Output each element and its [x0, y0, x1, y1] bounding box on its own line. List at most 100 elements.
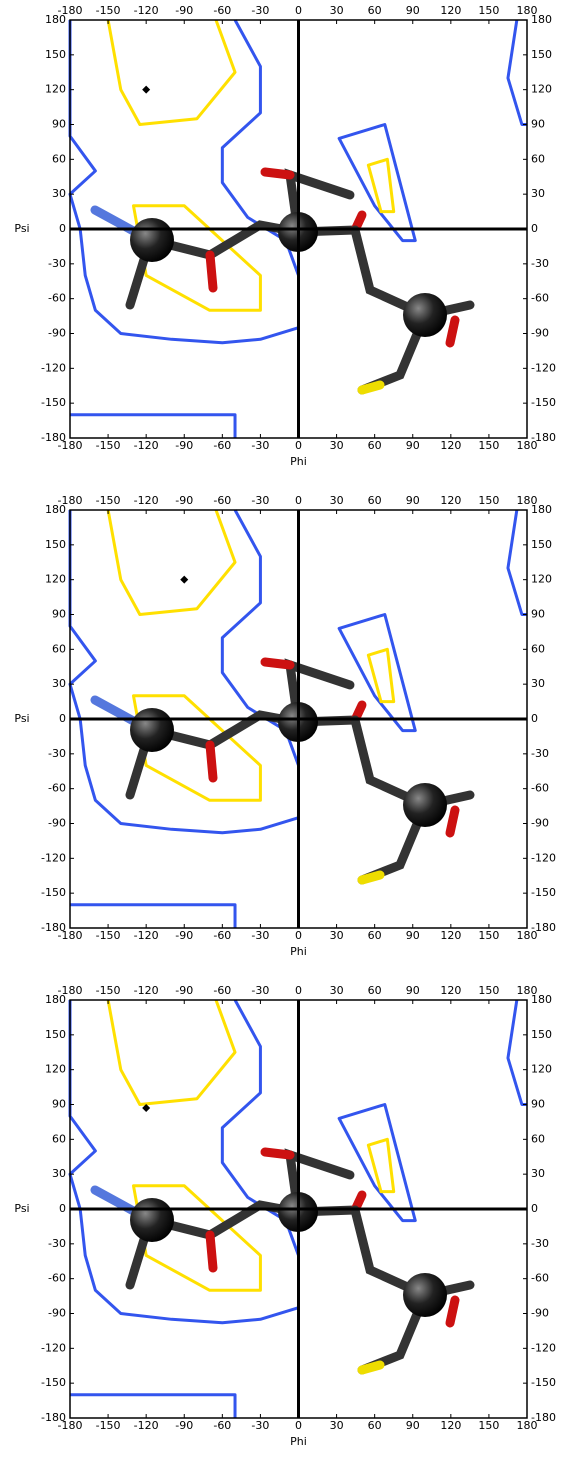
x-tick-label: 30	[330, 1419, 344, 1432]
y-tick-label: -180	[531, 921, 556, 934]
y-tick-label: 150	[45, 48, 66, 61]
y-tick-label: -180	[41, 921, 66, 934]
y-tick-label: 120	[531, 573, 552, 586]
x-tick-label: -60	[213, 439, 231, 452]
x-tick-label: -30	[251, 494, 269, 507]
y-tick-label: 90	[52, 608, 66, 621]
y-tick-label: 30	[531, 187, 545, 200]
y-tick-label: 90	[52, 1098, 66, 1111]
x-tick-label: 60	[368, 929, 382, 942]
x-tick-label: -60	[213, 4, 231, 17]
chart-page: -180 -180 -150 -150 -120 -120 -90 -90 -60 -60 -30 -…	[0, 0, 574, 1464]
x-tick-label: -150	[96, 929, 121, 942]
x-tick-label: 0	[295, 439, 302, 452]
y-tick-label: -30	[48, 1237, 66, 1250]
y-tick-label: 150	[531, 538, 552, 551]
y-tick-label: -60	[531, 782, 549, 795]
x-tick-label: 150	[478, 929, 499, 942]
y-tick-label: 30	[52, 187, 66, 200]
x-tick-label: 0	[295, 984, 302, 997]
x-tick-label: -120	[134, 4, 159, 17]
y-tick-label: 180	[45, 13, 66, 26]
x-tick-label: 120	[440, 929, 461, 942]
y-tick-label: 180	[45, 503, 66, 516]
x-tick-label: -30	[251, 984, 269, 997]
x-tick-label: 0	[295, 1419, 302, 1432]
y-tick-label: -150	[41, 396, 66, 409]
x-tick-label: -60	[213, 1419, 231, 1432]
x-tick-label: -90	[175, 1419, 193, 1432]
y-tick-label: -60	[531, 1272, 549, 1285]
x-tick-label: -150	[96, 4, 121, 17]
y-tick-label: 180	[45, 993, 66, 1006]
y-tick-label: -90	[531, 327, 549, 340]
y-tick-label: 0	[59, 222, 66, 235]
y-tick-label: 120	[45, 1063, 66, 1076]
x-axis-label: Phi	[290, 1435, 307, 1448]
x-tick-label: 90	[406, 1419, 420, 1432]
x-tick-label: 120	[440, 494, 461, 507]
y-tick-label: 60	[531, 152, 545, 165]
y-axis-label: Psi	[14, 712, 29, 725]
x-tick-label: 60	[368, 4, 382, 17]
y-tick-label: 30	[52, 1167, 66, 1180]
y-tick-label: 60	[52, 152, 66, 165]
y-tick-label: -180	[41, 1411, 66, 1424]
y-tick-label: 90	[531, 608, 545, 621]
y-tick-label: -60	[48, 782, 66, 795]
y-tick-label: -150	[41, 886, 66, 899]
y-tick-label: 60	[52, 1132, 66, 1145]
y-tick-label: -120	[41, 851, 66, 864]
x-tick-label: -30	[251, 4, 269, 17]
x-tick-label: 60	[368, 1419, 382, 1432]
x-tick-label: -60	[213, 929, 231, 942]
x-tick-label: -90	[175, 929, 193, 942]
x-tick-label: 60	[368, 439, 382, 452]
y-tick-label: -180	[531, 431, 556, 444]
y-tick-label: 60	[531, 1132, 545, 1145]
y-tick-label: 90	[52, 118, 66, 131]
y-tick-label: 30	[531, 677, 545, 690]
x-tick-label: -120	[134, 439, 159, 452]
y-tick-label: -150	[531, 396, 556, 409]
y-tick-label: -30	[531, 1237, 549, 1250]
y-tick-label: 150	[531, 48, 552, 61]
y-tick-label: 150	[531, 1028, 552, 1041]
x-tick-label: -60	[213, 984, 231, 997]
x-tick-label: 150	[478, 984, 499, 997]
x-tick-label: 150	[478, 494, 499, 507]
y-tick-label: 150	[45, 1028, 66, 1041]
y-tick-label: -60	[531, 292, 549, 305]
y-tick-label: 60	[531, 642, 545, 655]
y-tick-label: 180	[531, 503, 552, 516]
y-tick-label: -60	[48, 1272, 66, 1285]
x-tick-label: -150	[96, 494, 121, 507]
x-tick-label: 90	[406, 439, 420, 452]
y-tick-label: 60	[52, 642, 66, 655]
x-tick-label: -90	[175, 984, 193, 997]
x-tick-label: 120	[440, 1419, 461, 1432]
x-tick-label: 120	[440, 439, 461, 452]
x-tick-label: 150	[478, 4, 499, 17]
y-tick-label: -120	[41, 1341, 66, 1354]
x-tick-label: 150	[478, 1419, 499, 1432]
y-tick-label: 120	[531, 1063, 552, 1076]
y-tick-label: -90	[48, 327, 66, 340]
y-tick-label: -60	[48, 292, 66, 305]
y-tick-label: -120	[41, 361, 66, 374]
y-tick-label: 90	[531, 118, 545, 131]
x-tick-label: 90	[406, 4, 420, 17]
x-tick-label: 0	[295, 929, 302, 942]
y-tick-label: 30	[531, 1167, 545, 1180]
x-tick-label: 30	[330, 439, 344, 452]
y-tick-label: -90	[48, 1307, 66, 1320]
x-tick-label: 60	[368, 984, 382, 997]
y-tick-label: 150	[45, 538, 66, 551]
x-tick-label: -60	[213, 494, 231, 507]
y-tick-label: 90	[531, 1098, 545, 1111]
y-tick-label: -150	[531, 1376, 556, 1389]
x-axis-label: Phi	[290, 455, 307, 468]
point	[142, 86, 150, 94]
x-tick-label: -120	[134, 984, 159, 997]
x-tick-label: -30	[251, 929, 269, 942]
